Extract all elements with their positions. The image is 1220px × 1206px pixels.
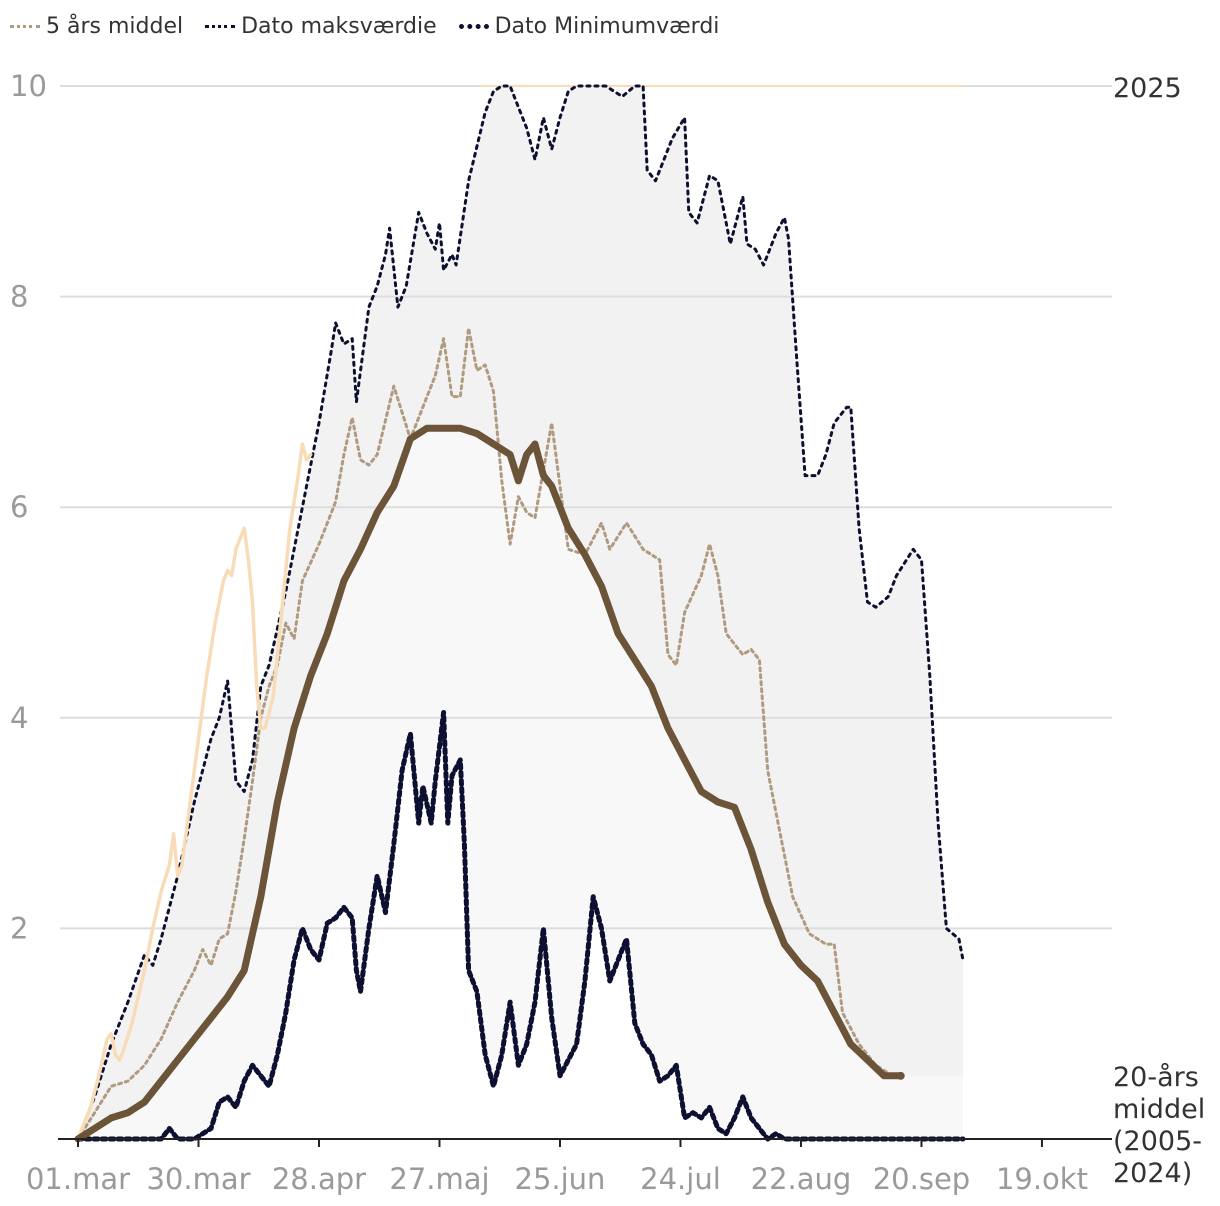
y-tick-label-8: 8 [10, 280, 28, 314]
x-tick-label-24.jul: 24.jul [640, 1162, 721, 1196]
legend-item-5yr-avg[interactable]: 5 års middel [10, 14, 183, 39]
end-label-2025: 2025 [1113, 73, 1182, 104]
y-tick-label-6: 6 [10, 490, 28, 524]
series-line-avg5 [76, 326, 894, 1141]
avg20-end-marker [896, 1071, 905, 1080]
end-label-avg20-line-3: 2024) [1113, 1158, 1192, 1189]
series-line-min [75, 710, 966, 1142]
legend-swatch-date-max [205, 25, 236, 28]
legend-item-date-max[interactable]: Dato maksværdie [205, 14, 437, 39]
y-tick-label-10: 10 [10, 69, 47, 103]
min-range-band [78, 712, 963, 1139]
chart-legend: 5 års middel Dato maksværdie Dato Minimu… [10, 14, 719, 39]
series-line-avg20 [74, 424, 905, 1143]
end-label-avg20-line-0: 20-års [1113, 1062, 1199, 1093]
x-tick-label-27.maj: 27.maj [389, 1162, 489, 1196]
y-tick-label-2: 2 [10, 911, 28, 945]
legend-label-date-max: Dato maksværdie [241, 14, 437, 39]
x-tick-label-25.jun: 25.jun [515, 1162, 606, 1196]
end-label-avg20-line-1: middel [1113, 1094, 1205, 1125]
series-line-current [76, 442, 313, 1141]
legend-label-date-min: Dato Minimumværdi [494, 14, 720, 39]
legend-label-5yr-avg: 5 års middel [46, 14, 184, 39]
legend-swatch-date-min [458, 24, 489, 29]
legend-swatch-5yr-avg [10, 25, 40, 28]
x-tick-label-22.aug: 22.aug [751, 1162, 852, 1196]
x-tick-label-19.okt: 19.okt [996, 1162, 1088, 1196]
y-tick-label-4: 4 [10, 701, 28, 735]
series-line-max [76, 84, 965, 1141]
x-tick-label-01.mar: 01.mar [26, 1162, 130, 1196]
x-tick-label-20.sep: 20.sep [873, 1162, 970, 1196]
x-tick-label-30.mar: 30.mar [146, 1162, 250, 1196]
end-label-avg20-line-2: (2005- [1113, 1126, 1202, 1157]
x-tick-label-28.apr: 28.apr [272, 1162, 366, 1196]
legend-item-date-min[interactable]: Dato Minimumværdi [458, 14, 720, 39]
